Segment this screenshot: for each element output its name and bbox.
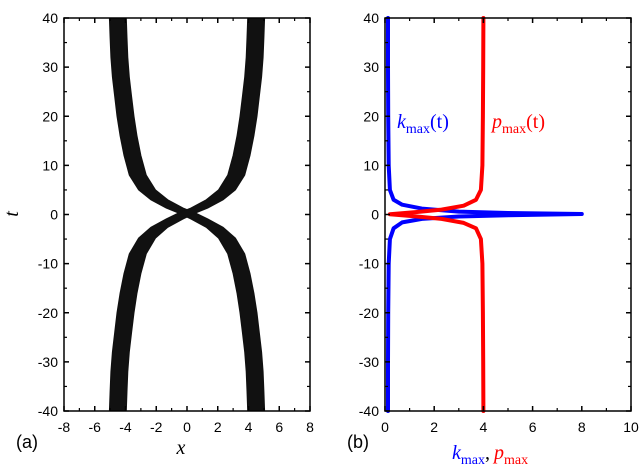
panel-a-xtick-label: 8 [306, 419, 314, 435]
panel-a-ytick-label: -20 [38, 305, 58, 321]
panel-a-ytick-label: 30 [42, 59, 58, 75]
panel-a-ytick-label: 0 [50, 207, 58, 223]
panel-b-series-kmax [386, 16, 584, 413]
panel-a-xtick-label: 6 [275, 419, 283, 435]
panel-b: -40 -30 -20 -10 0 10 20 30 40 0 2 4 6 8 10 (b) kmax(t)… [347, 10, 639, 468]
panel-a-label: (a) [16, 432, 38, 452]
panel-b-ytick-label: 30 [363, 59, 379, 75]
panel-b-ytick-label: 10 [363, 157, 379, 173]
kmax-curve-label: kmax(t) [397, 111, 449, 137]
panel-a-xtick-label: -6 [89, 419, 102, 435]
panel-a-xlabel: x [176, 437, 186, 459]
panel-b-ytick-label: -30 [359, 354, 379, 370]
panel-a-ytick-label: 10 [42, 157, 58, 173]
panel-b-ytick-label: -10 [359, 256, 379, 272]
panel-b-ytick-label: 20 [363, 108, 379, 124]
panel-b-data-layer [386, 16, 584, 413]
panel-b-xlabel: kmax, pmax [452, 442, 528, 468]
panel-a-xtick-label: -2 [150, 419, 163, 435]
panel-a-xtick-label: -4 [119, 419, 132, 435]
panel-b-ytick-label: 40 [363, 10, 379, 26]
panel-a-ylabel: t [1, 211, 23, 217]
panel-a-xtick-label: 0 [183, 419, 191, 435]
pmax-curve-label: pmax(t) [490, 111, 545, 137]
panel-a-ytick-label: 40 [42, 10, 58, 26]
panel-b-xtick-label: 6 [529, 419, 537, 435]
panel-a-xtick-label: -8 [58, 419, 71, 435]
panel-a-ytick-label: -30 [38, 354, 58, 370]
panel-b-xtick-label: 0 [381, 419, 389, 435]
panel-a-band-2 [108, 17, 266, 412]
panel-b-xtick-label: 10 [623, 419, 639, 435]
panel-b-ticks: -40 -30 -20 -10 0 10 20 30 40 0 2 4 6 8 10 [359, 10, 639, 435]
panel-b-ytick-label: 0 [371, 207, 379, 223]
panel-a-ytick-label: 20 [42, 108, 58, 124]
panel-b-ytick-label: -40 [359, 403, 379, 419]
panel-a-data-layer [108, 17, 266, 412]
panel-b-label: (b) [347, 432, 369, 452]
panel-a-ytick-label: -10 [38, 256, 58, 272]
panel-b-xtick-label: 2 [430, 419, 438, 435]
panel-a-xtick-label: 4 [245, 419, 253, 435]
panel-b-xtick-label: 4 [480, 419, 488, 435]
panel-b-xtick-label: 8 [578, 419, 586, 435]
panel-b-ytick-label: -20 [359, 305, 379, 321]
panel-a-xtick-label: 2 [214, 419, 222, 435]
panel-a-ytick-label: -40 [38, 403, 58, 419]
